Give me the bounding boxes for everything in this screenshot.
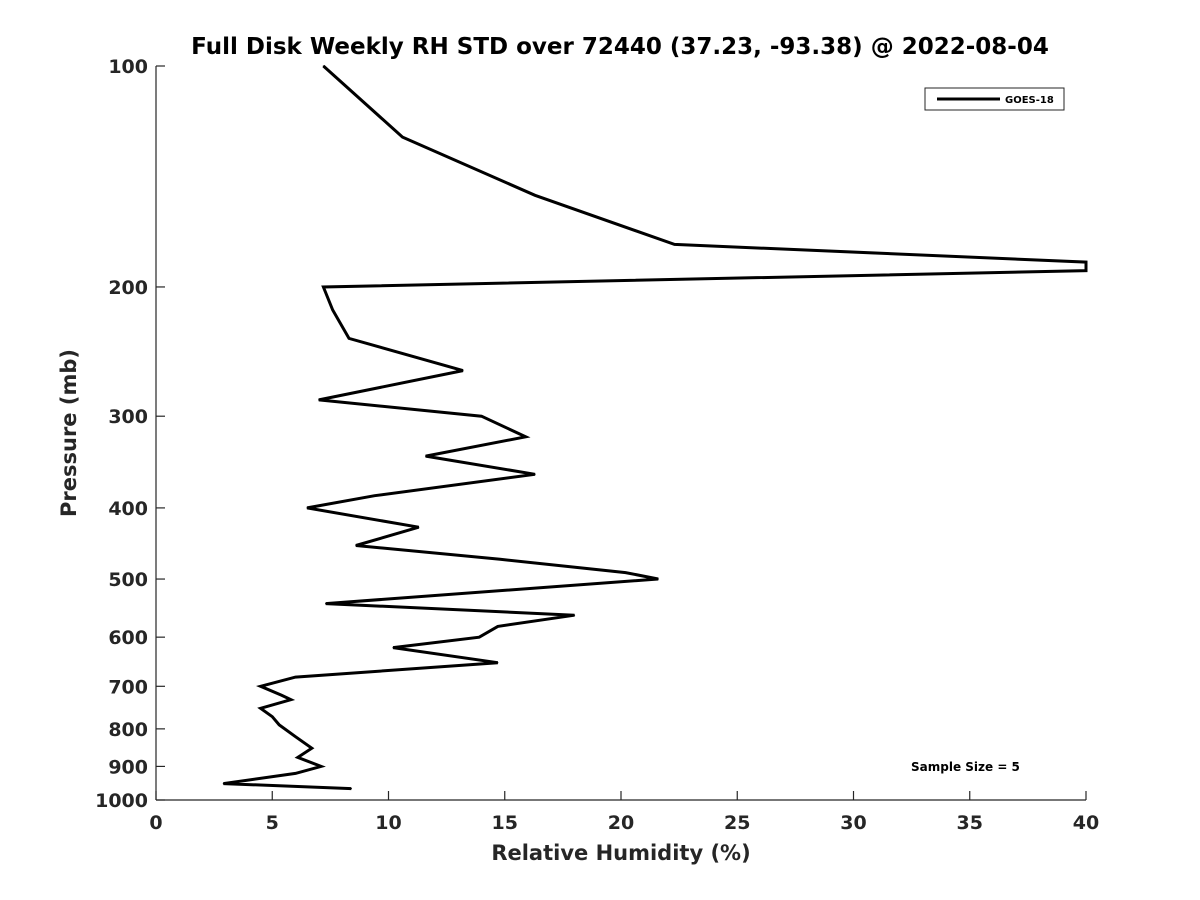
data-point — [290, 699, 292, 701]
data-point — [322, 65, 324, 67]
data-point — [525, 436, 527, 438]
x-axis-label: Relative Humidity (%) — [491, 841, 750, 865]
y-tick-label: 100 — [108, 56, 148, 78]
data-point — [401, 136, 404, 138]
y-tick-label: 1000 — [95, 790, 148, 812]
x-tick-label: 40 — [1073, 812, 1099, 834]
data-point — [281, 694, 283, 696]
data-point — [311, 747, 313, 749]
data-point — [294, 736, 297, 738]
y-tick-label: 400 — [108, 498, 148, 520]
x-tick-label: 30 — [840, 812, 866, 834]
data-point — [625, 572, 627, 574]
data-point — [534, 473, 536, 475]
x-tick-label: 15 — [492, 812, 518, 834]
data-point — [673, 243, 676, 245]
x-tick-label: 20 — [608, 812, 634, 834]
data-point — [374, 495, 376, 497]
x-axis-ticks: 0 5 10 15 20 25 30 35 40 — [149, 791, 1099, 834]
data-point — [260, 707, 262, 709]
y-tick-label: 500 — [108, 569, 148, 591]
data-point — [325, 603, 327, 605]
data-point — [350, 788, 352, 790]
legend-label-goes-18: GOES-18 — [1005, 95, 1054, 106]
data-point — [271, 716, 273, 718]
data-point — [294, 772, 297, 775]
chart-title: Full Disk Weekly RH STD over 72440 (37.2… — [191, 34, 1049, 60]
y-tick-label: 800 — [108, 719, 148, 741]
data-point — [462, 370, 464, 372]
data-point — [1085, 270, 1087, 272]
data-point — [332, 309, 334, 311]
data-point — [480, 415, 483, 417]
y-tick-label: 900 — [108, 756, 148, 778]
sample-size-annotation: Sample Size = 5 — [911, 760, 1020, 774]
x-tick-label: 35 — [957, 812, 983, 834]
data-point — [322, 286, 324, 288]
data-point — [306, 507, 308, 509]
y-axis-ticks: 100 200 300 400 500 600 700 800 900 1000 — [95, 56, 165, 812]
data-point — [260, 685, 262, 687]
legend: GOES-18 — [924, 87, 1065, 111]
data-point — [573, 614, 576, 616]
data-point — [497, 625, 499, 628]
x-tick-label: 5 — [266, 812, 279, 834]
series-line-goes-18 — [223, 64, 1088, 791]
x-tick-label: 0 — [149, 812, 162, 834]
data-point — [497, 662, 499, 664]
data-point — [318, 399, 320, 401]
x-tick-label: 10 — [375, 812, 401, 834]
data-point — [478, 636, 480, 638]
data-point — [392, 647, 394, 649]
y-tick-label: 300 — [108, 406, 148, 428]
y-tick-label: 600 — [108, 627, 148, 649]
data-point — [1085, 261, 1087, 263]
data-point — [534, 194, 536, 196]
data-point — [355, 544, 357, 547]
data-point — [320, 765, 322, 768]
y-axis-label: Pressure (mb) — [57, 349, 81, 517]
data-point — [425, 455, 427, 457]
data-point — [657, 578, 659, 580]
data-point — [418, 526, 420, 528]
data-point — [297, 756, 299, 759]
data-point — [278, 724, 280, 726]
data-point — [348, 337, 350, 339]
data-point — [222, 783, 224, 785]
plot-area-frame — [156, 66, 1086, 800]
x-tick-label: 25 — [724, 812, 750, 834]
data-point — [294, 676, 297, 678]
y-tick-label: 200 — [108, 277, 148, 299]
y-tick-label: 700 — [108, 676, 148, 698]
data-point — [499, 558, 501, 560]
series-points-goes-18 — [222, 65, 1087, 790]
